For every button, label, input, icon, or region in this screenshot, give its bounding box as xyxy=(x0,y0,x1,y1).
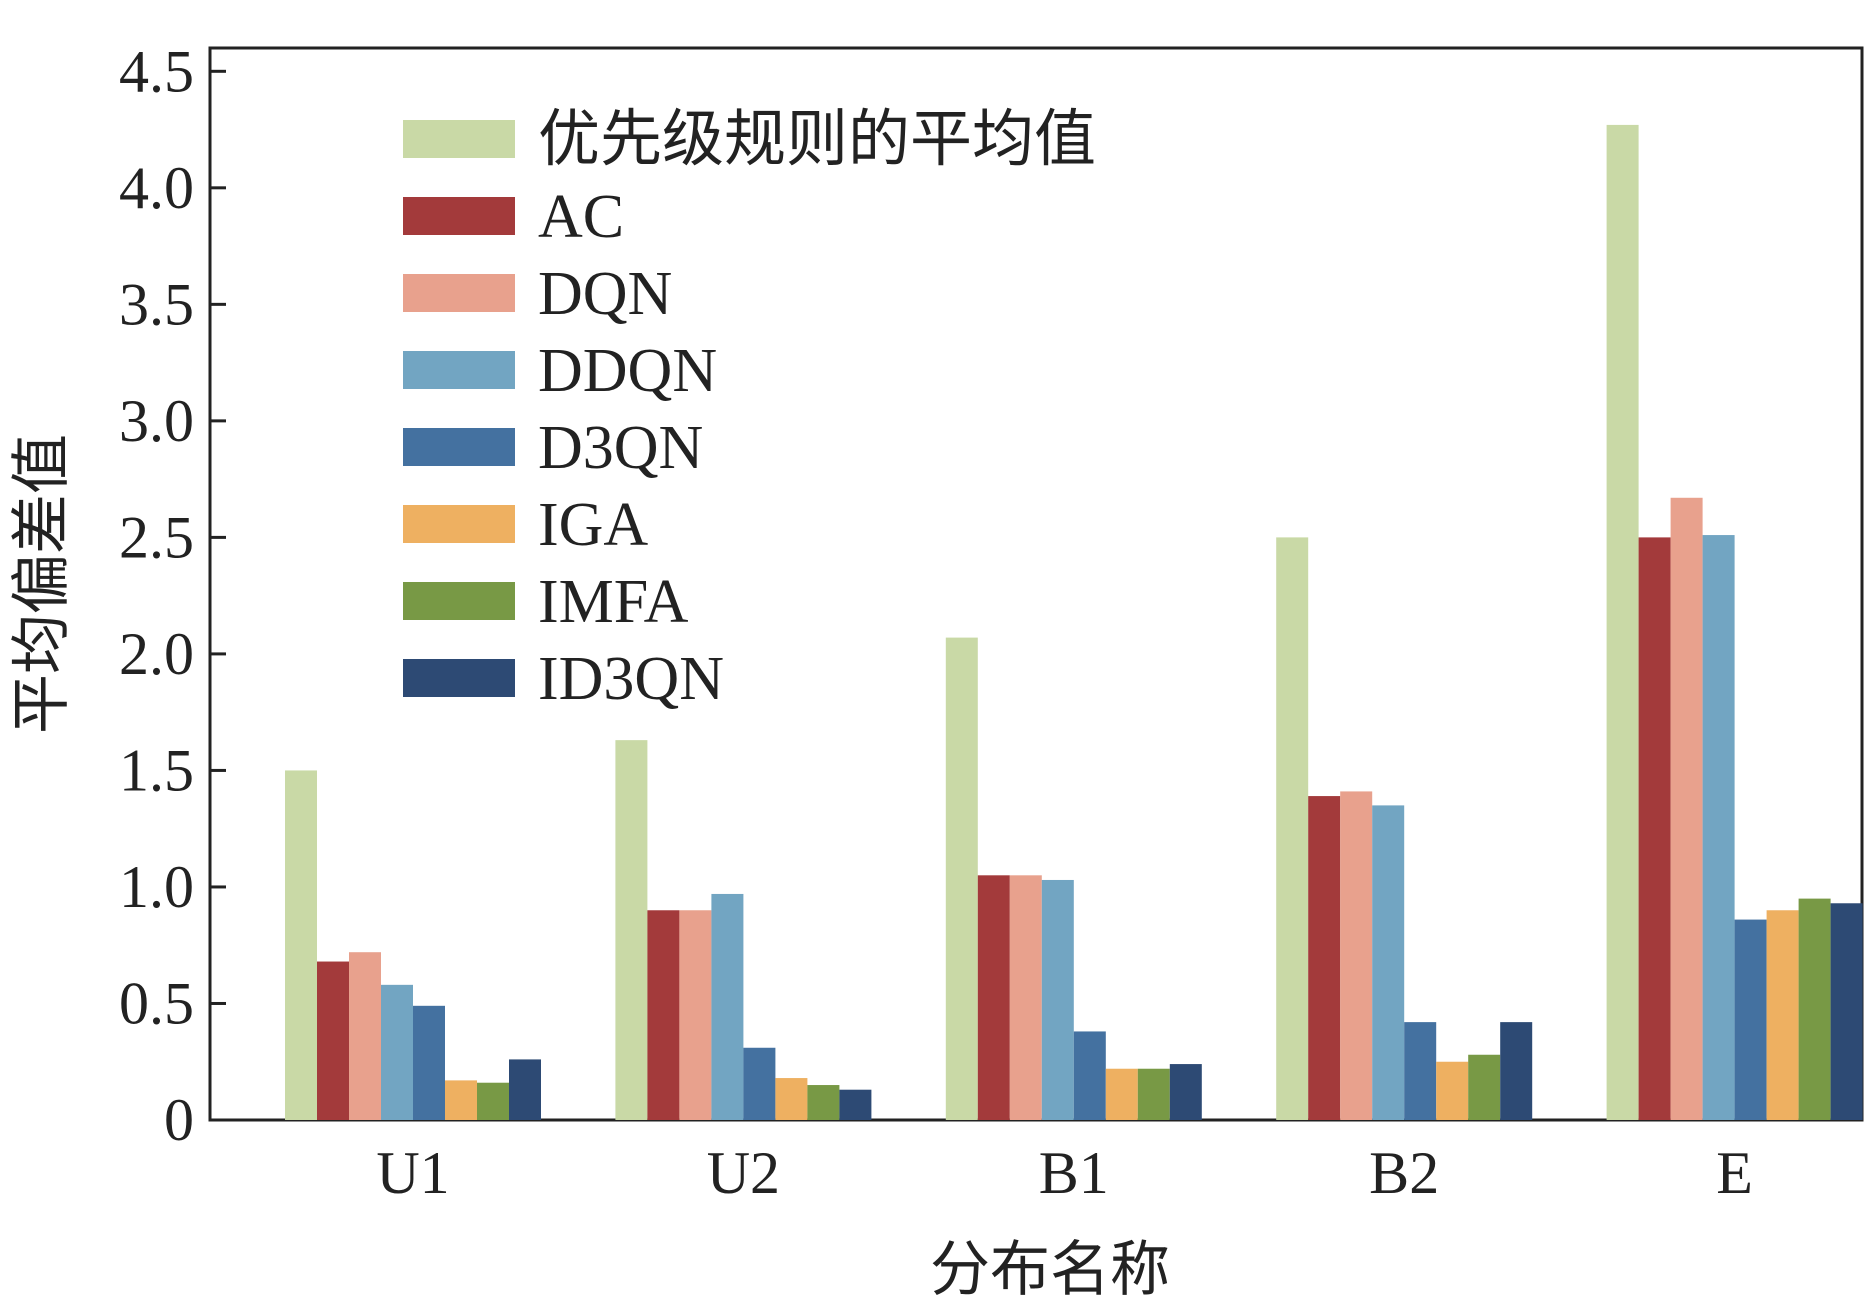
bar-E-6 xyxy=(1766,910,1799,1120)
x-tick-label: U1 xyxy=(376,1140,449,1206)
bar-E-7 xyxy=(1798,898,1831,1120)
bar-B1-7 xyxy=(1137,1068,1170,1120)
legend-swatch xyxy=(403,505,515,543)
bar-U2-3 xyxy=(679,910,712,1120)
y-axis-title: 平均偏差值 xyxy=(7,434,77,734)
y-tick-label: 3.0 xyxy=(119,388,194,454)
bar-U1-2 xyxy=(317,961,349,1120)
bar-B2-6 xyxy=(1436,1061,1469,1120)
x-axis: U1 U2 B1 B2 E xyxy=(376,1140,1753,1206)
y-tick-label: 2.0 xyxy=(119,621,194,687)
bar-E-4 xyxy=(1702,535,1735,1120)
x-tick-label: B1 xyxy=(1039,1140,1109,1206)
y-tick-label: 1.0 xyxy=(119,854,194,920)
bar-B1-2 xyxy=(977,875,1010,1120)
legend-swatch xyxy=(403,659,515,697)
bar-E-3 xyxy=(1670,497,1703,1120)
legend-label: IGA xyxy=(538,491,648,559)
legend-swatch xyxy=(403,120,515,158)
y-tick-label: 3.5 xyxy=(119,271,194,337)
bar-B2-2 xyxy=(1308,796,1341,1120)
legend-swatch xyxy=(403,582,515,620)
bar-U1-6 xyxy=(445,1080,477,1120)
bar-B2-3 xyxy=(1340,791,1373,1120)
bar-U1-5 xyxy=(413,1005,445,1120)
legend-label: D3QN xyxy=(538,414,703,482)
legend: 优先级规则的平均值 AC DQN DDQN D3QN IGA IMFA ID3QN xyxy=(403,106,1096,713)
legend-swatch xyxy=(403,428,515,466)
y-tick-label: 2.5 xyxy=(119,504,194,570)
bar-B1-6 xyxy=(1105,1068,1138,1120)
bar-U2-6 xyxy=(775,1078,808,1120)
bar-U1-7 xyxy=(477,1082,509,1120)
bar-B1-1 xyxy=(945,637,978,1120)
bar-E-2 xyxy=(1638,537,1671,1120)
bar-U1-3 xyxy=(349,952,381,1120)
x-tick-label: U2 xyxy=(707,1140,780,1206)
bar-B1-5 xyxy=(1073,1031,1106,1120)
y-tick-label: 4.0 xyxy=(119,155,194,221)
bar-E-5 xyxy=(1734,919,1767,1120)
y-tick-label: 4.5 xyxy=(119,38,194,104)
y-tick-label: 0.5 xyxy=(119,970,194,1036)
bar-U1-1 xyxy=(285,770,317,1120)
legend-label: DDQN xyxy=(538,337,717,405)
bar-B1-8 xyxy=(1169,1064,1202,1120)
x-tick-label: B2 xyxy=(1369,1140,1439,1206)
x-tick-label: E xyxy=(1716,1140,1753,1206)
legend-label: ID3QN xyxy=(538,645,724,713)
bar-U2-1 xyxy=(615,740,648,1120)
legend-label: DQN xyxy=(538,260,672,328)
y-tick-label: 1.5 xyxy=(119,737,194,803)
legend-swatch xyxy=(403,351,515,389)
bar-E-8 xyxy=(1830,903,1863,1120)
y-tick-label: 0 xyxy=(164,1087,194,1153)
legend-swatch xyxy=(403,274,515,312)
bar-U2-8 xyxy=(839,1089,872,1120)
bar-B2-5 xyxy=(1404,1022,1437,1120)
legend-label: IMFA xyxy=(538,568,689,636)
bar-B2-8 xyxy=(1500,1022,1533,1120)
bar-B2-4 xyxy=(1372,805,1405,1120)
bar-B2-7 xyxy=(1468,1054,1501,1120)
legend-label: 优先级规则的平均值 xyxy=(538,106,1096,174)
bar-B1-4 xyxy=(1041,879,1074,1120)
bar-B2-1 xyxy=(1276,537,1309,1120)
bar-U2-5 xyxy=(743,1047,776,1120)
legend-label: AC xyxy=(538,183,624,251)
legend-swatch xyxy=(403,197,515,235)
bar-E-1 xyxy=(1606,124,1639,1120)
bar-U1-4 xyxy=(381,984,413,1120)
x-axis-title: 分布名称 xyxy=(930,1235,1170,1299)
bar-U2-7 xyxy=(807,1085,840,1120)
y-axis: 0 0.5 1.0 1.5 2.0 2.5 3.0 3.5 4.0 4.5 xyxy=(119,38,226,1153)
bar-U1-8 xyxy=(509,1059,541,1120)
bar-U2-2 xyxy=(647,910,680,1120)
bar-U2-4 xyxy=(711,893,744,1120)
bars-group xyxy=(285,124,1863,1120)
bar-B1-3 xyxy=(1009,875,1042,1120)
